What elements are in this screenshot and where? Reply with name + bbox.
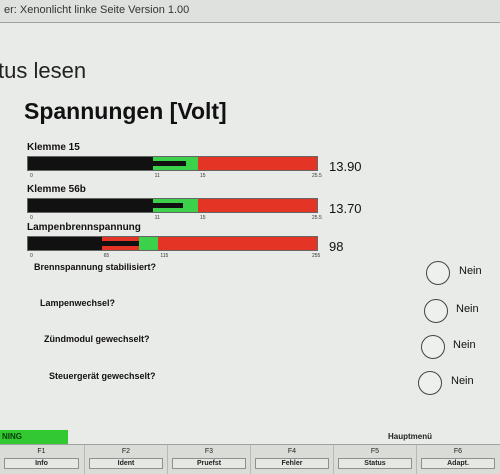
answer-label: Nein bbox=[456, 303, 479, 315]
question-label: Zündmodul gewechselt? bbox=[44, 334, 150, 344]
gauge-tick-label: 25.5 bbox=[312, 215, 322, 221]
answer-label: Nein bbox=[451, 375, 474, 387]
gauge-tick-label: 0 bbox=[30, 215, 33, 221]
function-key-number: F3 bbox=[204, 448, 214, 455]
function-key-number: F4 bbox=[287, 448, 297, 455]
gauge-tick-label: 255 bbox=[312, 253, 321, 259]
question-label: Brennspannung stabilisiert? bbox=[34, 262, 157, 272]
gauge-tick-label: 11 bbox=[154, 215, 160, 221]
window-title: er: Xenonlicht linke Seite Version 1.00 bbox=[4, 4, 190, 16]
answer-radio[interactable] bbox=[424, 299, 448, 323]
function-key-label: Info bbox=[4, 458, 79, 469]
gauge-label: Klemme 56b bbox=[27, 184, 86, 195]
question-label: Steuergerät gewechselt? bbox=[49, 371, 156, 381]
gauge-tick-label: 11 bbox=[154, 173, 160, 179]
gauge-bar bbox=[27, 236, 318, 251]
gauge-label: Lampenbrennspannung bbox=[27, 222, 141, 233]
function-key-label: Adapt. bbox=[421, 458, 495, 469]
gauge-tick-label: 25.5 bbox=[312, 173, 322, 179]
function-key-number: F1 bbox=[37, 448, 46, 455]
function-key-bar: F1 Info F2 Ident F3 Pruefst F4 Fehler F5 Status F6… bbox=[0, 444, 500, 474]
main-menu-label: Hauptmenü bbox=[388, 432, 432, 441]
gauge-tick-label: 65 bbox=[103, 253, 110, 259]
function-key-label: Status bbox=[338, 458, 412, 469]
gauge-value: 13.90 bbox=[329, 159, 362, 174]
gauge-indicator bbox=[28, 241, 140, 246]
gauge-value: 13.70 bbox=[329, 201, 362, 216]
window-titlebar: er: Xenonlicht linke Seite Version 1.00 bbox=[0, 0, 500, 23]
function-key-number: F2 bbox=[121, 448, 131, 455]
function-key-f2[interactable]: F2 Ident bbox=[84, 445, 167, 474]
status-text: NING bbox=[2, 432, 22, 441]
answer-radio[interactable] bbox=[421, 335, 445, 359]
answer-label: Nein bbox=[459, 265, 482, 277]
status-indicator: NING bbox=[0, 430, 68, 444]
answer-radio[interactable] bbox=[418, 371, 442, 395]
answer-radio[interactable] bbox=[426, 261, 450, 285]
function-key-f1[interactable]: F1 Info bbox=[0, 445, 83, 474]
function-key-f3[interactable]: F3 Pruefst bbox=[167, 445, 250, 474]
gauge-bar bbox=[27, 156, 318, 171]
gauge-indicator bbox=[28, 203, 184, 208]
function-key-label: Ident bbox=[89, 458, 163, 469]
gauge-tick-label: 0 bbox=[30, 173, 33, 179]
function-key-f6[interactable]: F6 Adapt. bbox=[416, 445, 499, 474]
gauge-range-ok bbox=[139, 237, 159, 250]
gauge-tick-label: 115 bbox=[160, 253, 169, 259]
function-key-number: F5 bbox=[370, 448, 380, 455]
section-title: Spannungen [Volt] bbox=[24, 98, 227, 124]
function-key-f5[interactable]: F5 Status bbox=[333, 445, 416, 474]
status-line: NING Hauptmenü bbox=[0, 430, 500, 444]
function-key-label: Pruefst bbox=[172, 458, 246, 469]
function-key-number: F6 bbox=[453, 448, 463, 455]
answer-label: Nein bbox=[453, 339, 476, 351]
function-key-label: Fehler bbox=[255, 458, 329, 469]
gauge-label: Klemme 15 bbox=[27, 142, 80, 153]
function-key-f4[interactable]: F4 Fehler bbox=[250, 445, 333, 474]
gauge-bar bbox=[27, 198, 318, 213]
screen-title: tus lesen bbox=[0, 58, 87, 83]
gauge-tick-label: 15 bbox=[200, 215, 206, 221]
gauge-tick-label: 15 bbox=[200, 173, 206, 179]
gauge-value: 98 bbox=[329, 239, 344, 254]
gauge-indicator bbox=[28, 161, 186, 166]
question-label: Lampenwechsel? bbox=[40, 298, 116, 308]
gauge-tick-label: 0 bbox=[30, 253, 33, 259]
